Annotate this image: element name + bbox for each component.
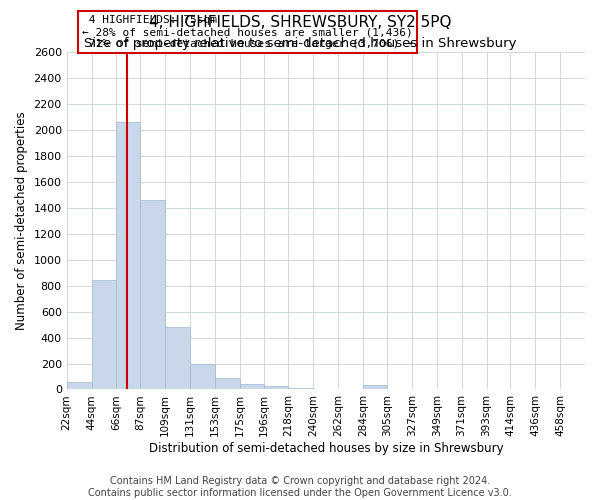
Text: Size of property relative to semi-detached houses in Shrewsbury: Size of property relative to semi-detach… <box>84 38 516 51</box>
Text: 4, HIGHFIELDS, SHREWSBURY, SY2 5PQ: 4, HIGHFIELDS, SHREWSBURY, SY2 5PQ <box>149 15 451 30</box>
Bar <box>363 385 387 390</box>
Bar <box>116 122 140 390</box>
Bar <box>240 384 263 390</box>
Bar <box>190 364 215 390</box>
Bar <box>263 386 289 390</box>
Text: Contains HM Land Registry data © Crown copyright and database right 2024.
Contai: Contains HM Land Registry data © Crown c… <box>88 476 512 498</box>
Bar <box>92 280 116 390</box>
Bar <box>140 200 165 390</box>
Bar <box>289 388 313 390</box>
Bar <box>165 327 190 390</box>
X-axis label: Distribution of semi-detached houses by size in Shrewsbury: Distribution of semi-detached houses by … <box>149 442 503 455</box>
Bar <box>67 382 92 390</box>
Bar <box>215 378 240 390</box>
Text: 4 HIGHFIELDS: 75sqm
← 28% of semi-detached houses are smaller (1,436)
 71% of se: 4 HIGHFIELDS: 75sqm ← 28% of semi-detach… <box>82 16 413 48</box>
Y-axis label: Number of semi-detached properties: Number of semi-detached properties <box>15 112 28 330</box>
